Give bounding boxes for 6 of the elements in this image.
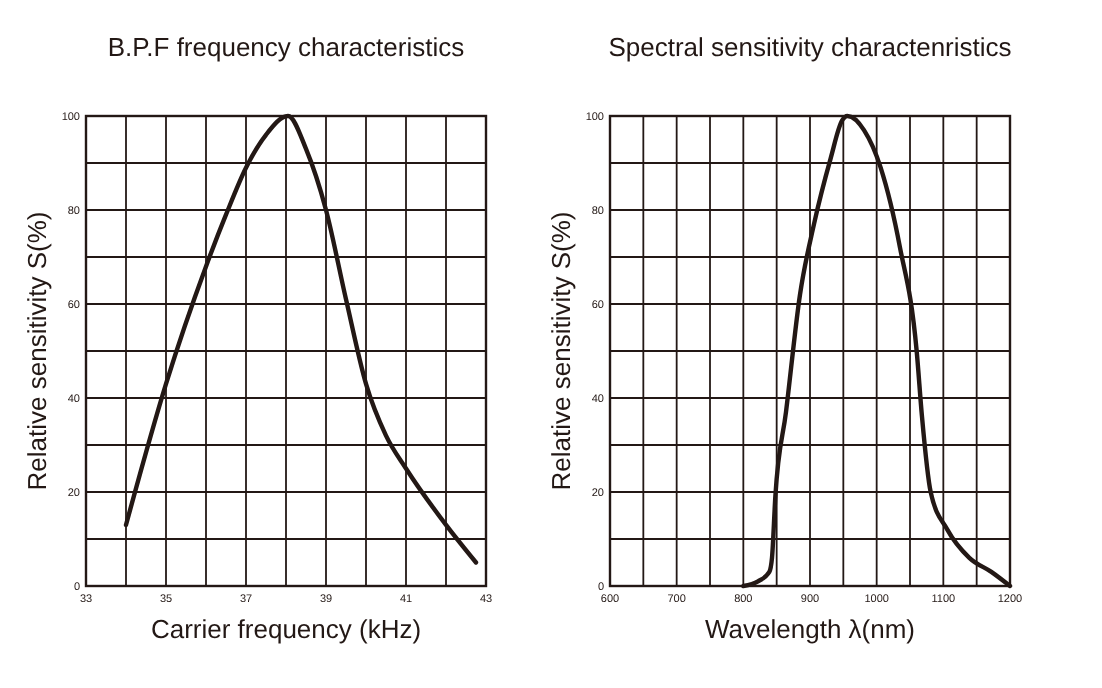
x-axis-title: Carrier frequency (kHz) <box>150 614 422 644</box>
x-axis-title: Wavelength λ(nm) <box>705 614 915 644</box>
chart-title: B.P.F frequency characteristics <box>107 32 466 62</box>
y-axis-title: Relative sensitivity S(%) <box>546 211 576 491</box>
chart-title: Spectral sensitivity charactenristics <box>608 32 1013 62</box>
y-axis-title: Relative sensitivity S(%) <box>22 211 52 491</box>
